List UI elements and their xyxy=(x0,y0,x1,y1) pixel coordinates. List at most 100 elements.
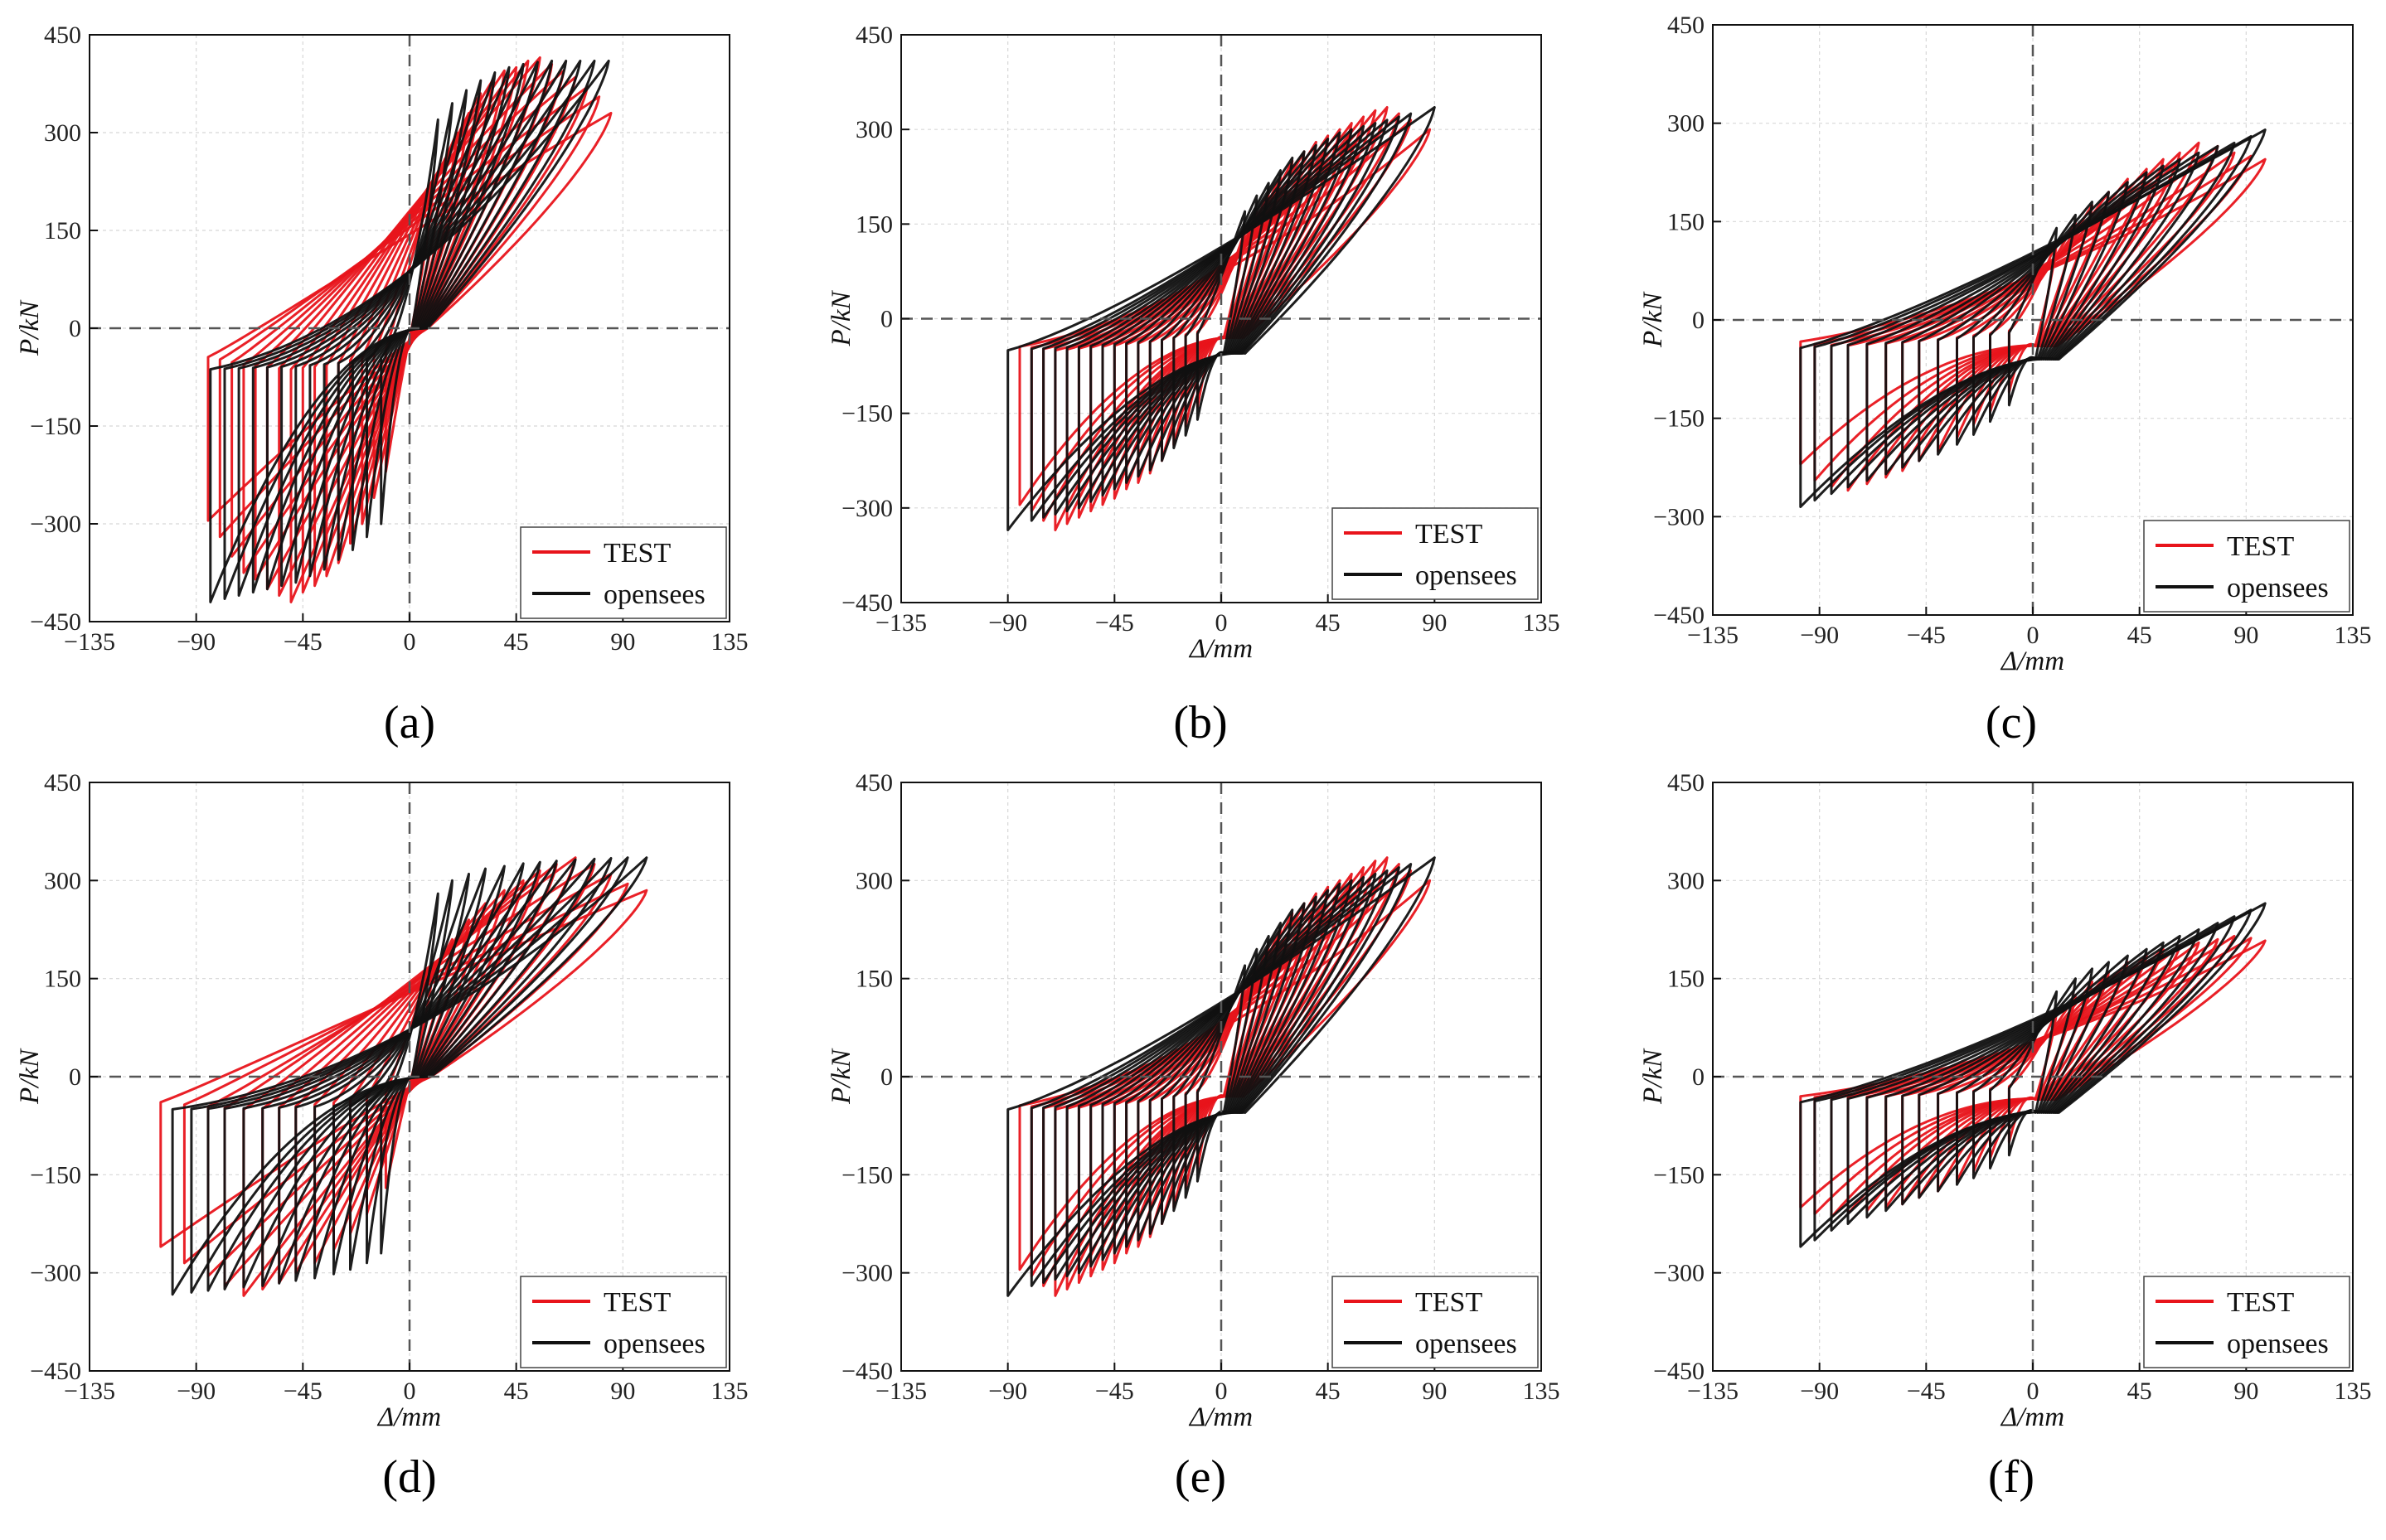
series-test-loop xyxy=(159,889,648,1248)
x-tick-label: −90 xyxy=(177,1378,216,1405)
y-tick-label: 0 xyxy=(69,1063,81,1091)
legend-label-test: TEST xyxy=(2227,1287,2294,1318)
x-tick-label: 90 xyxy=(2233,622,2258,649)
chart-panel-b: −135 −90 −45 0 45 90 1354503001500−150−300−450… xyxy=(827,22,1560,748)
legend-label-opensees: opensees xyxy=(1415,560,1517,591)
y-axis-label: P/kN xyxy=(1638,291,1668,348)
y-tick-label: 450 xyxy=(44,22,81,49)
x-tick-label: −135 xyxy=(875,609,927,637)
y-tick-label: −150 xyxy=(1653,405,1705,433)
panel-label: (e) xyxy=(1175,1451,1226,1503)
legend-label-opensees: opensees xyxy=(2227,573,2329,603)
series-opensees-loop xyxy=(1030,863,1413,1287)
x-tick-label: 90 xyxy=(610,1378,635,1405)
series-opensees-loop xyxy=(1901,164,2165,469)
x-tick-label: 90 xyxy=(1422,609,1447,637)
x-tick-label: −45 xyxy=(1907,622,1946,649)
panel-label: (d) xyxy=(382,1451,436,1503)
x-axis-label: Δ/mm xyxy=(2000,647,2064,676)
x-tick-label: −90 xyxy=(988,1378,1027,1405)
y-tick-label: −150 xyxy=(30,1161,81,1189)
y-tick-label: −450 xyxy=(30,1358,81,1385)
x-axis-label: Δ/mm xyxy=(1188,1402,1253,1432)
series-opensees-loop xyxy=(1884,934,2181,1213)
x-tick-label: 135 xyxy=(1523,1378,1560,1405)
x-axis-label: Δ/mm xyxy=(1188,634,1253,664)
x-tick-label: −45 xyxy=(284,1378,322,1405)
y-tick-label: −150 xyxy=(841,400,893,428)
series-opensees-loop xyxy=(1030,112,1413,522)
x-tick-label: 135 xyxy=(711,1378,749,1405)
legend-box xyxy=(2143,1276,2350,1368)
legend-label-test: TEST xyxy=(604,538,671,569)
y-tick-label: 150 xyxy=(856,966,893,993)
series-test-loop xyxy=(1956,191,2110,439)
y-tick-label: −300 xyxy=(841,1260,893,1287)
y-tick-label: −300 xyxy=(30,511,81,538)
x-tick-label: 45 xyxy=(1316,1378,1341,1405)
x-tick-label: −45 xyxy=(1095,1378,1134,1405)
y-tick-label: −450 xyxy=(841,589,893,617)
y-tick-label: 300 xyxy=(1667,867,1705,894)
series-opensees-loop xyxy=(171,856,648,1296)
x-tick-label: 135 xyxy=(2335,622,2372,649)
series-opensees-loop xyxy=(1937,954,2129,1193)
x-tick-label: 0 xyxy=(2027,622,2039,649)
series-opensees-loop xyxy=(1813,908,2253,1242)
series-opensees-loop xyxy=(2007,226,2059,407)
y-tick-label: 150 xyxy=(856,211,893,238)
legend: TEST opensees xyxy=(1331,507,1539,600)
series-opensees-loop xyxy=(1006,106,1436,531)
y-tick-label: −300 xyxy=(1653,503,1705,530)
legend: TEST opensees xyxy=(520,526,727,619)
y-axis-label: P/kN xyxy=(1638,1048,1668,1105)
legend-box xyxy=(520,526,727,619)
series-opensees-loop xyxy=(1865,928,2200,1219)
panel-label: (f) xyxy=(1988,1451,2034,1503)
x-tick-label: 90 xyxy=(1422,1378,1447,1405)
y-tick-label: 450 xyxy=(44,769,81,797)
chart-panel-a: −135 −90 −45 0 45 90 1354503001500−150−300−450… xyxy=(15,22,749,748)
series-opensees-loop xyxy=(1989,977,2077,1170)
series-opensees-loop xyxy=(1901,941,2165,1206)
series-opensees-loop xyxy=(1846,922,2219,1225)
y-tick-label: 300 xyxy=(856,116,893,143)
y-tick-label: 150 xyxy=(1667,966,1705,993)
x-tick-label: 45 xyxy=(504,628,529,656)
chart-panel-f: −135 −90 −45 0 45 90 1354503001500−150−300−450… xyxy=(1638,769,2372,1503)
y-tick-label: 0 xyxy=(69,315,81,342)
x-tick-label: 45 xyxy=(2127,1378,2152,1405)
x-tick-label: 90 xyxy=(610,628,635,656)
x-tick-label: 0 xyxy=(1215,1378,1228,1405)
legend-label-opensees: opensees xyxy=(604,579,706,610)
legend-label-test: TEST xyxy=(2227,531,2294,562)
y-tick-label: −150 xyxy=(841,1161,893,1189)
x-tick-label: 45 xyxy=(1316,609,1341,637)
series-opensees-loop xyxy=(1865,151,2200,482)
legend-box xyxy=(1331,507,1539,600)
y-tick-label: 300 xyxy=(44,867,81,894)
y-tick-label: 0 xyxy=(1692,307,1705,334)
x-tick-label: −45 xyxy=(284,628,322,656)
series-opensees-loop xyxy=(1989,213,2077,424)
series-opensees-loop xyxy=(1161,922,1282,1225)
legend: TEST opensees xyxy=(1331,1276,1539,1368)
x-tick-label: 90 xyxy=(2233,1378,2258,1405)
x-tick-label: 0 xyxy=(404,628,416,656)
series-test-loop xyxy=(242,75,577,574)
legend-label-test: TEST xyxy=(604,1287,671,1318)
legend-label-test: TEST xyxy=(1415,519,1482,550)
x-tick-label: 0 xyxy=(404,1378,416,1405)
series-opensees-loop xyxy=(1813,135,2253,502)
x-tick-label: 45 xyxy=(504,1378,529,1405)
legend-label-test: TEST xyxy=(1415,1287,1482,1318)
y-tick-label: −300 xyxy=(1653,1260,1705,1287)
x-tick-label: 45 xyxy=(2127,622,2152,649)
x-tick-label: 135 xyxy=(1523,609,1560,637)
legend: TEST opensees xyxy=(2143,1276,2350,1368)
x-tick-label: −90 xyxy=(988,609,1027,637)
y-tick-label: 0 xyxy=(1692,1063,1705,1091)
series-opensees-loop xyxy=(209,60,610,603)
y-tick-label: 0 xyxy=(880,306,893,333)
